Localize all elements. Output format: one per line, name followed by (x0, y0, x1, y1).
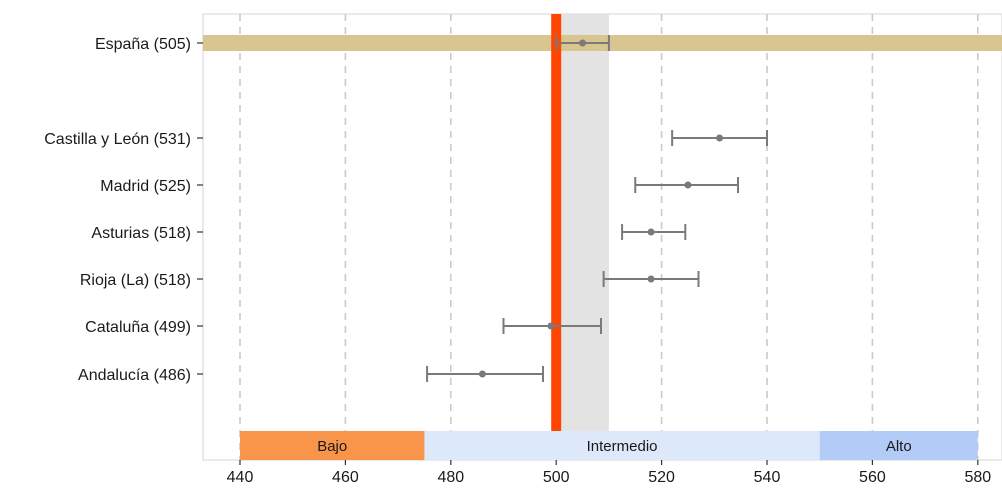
y-label-1: Castilla y León (531) (44, 131, 191, 148)
y-label-3: Asturias (518) (91, 225, 191, 242)
x-tick-label-3: 500 (543, 469, 570, 486)
reference-line (551, 14, 562, 460)
errorbar-0 (555, 35, 610, 51)
x-tick-label-2: 480 (437, 469, 464, 486)
y-label-2: Madrid (525) (100, 178, 191, 195)
x-tick-label-5: 540 (754, 469, 781, 486)
y-label-6: Andalucía (486) (78, 367, 191, 384)
y-axis-labels: España (505) Castilla y León (531) Madrid … (44, 36, 203, 384)
point-1 (716, 134, 724, 142)
x-axis: 440 460 480 500 520 540 560 580 (227, 460, 991, 486)
level-band-1 (424, 431, 820, 460)
level-band-2 (819, 431, 978, 460)
x-tick-label-7: 580 (964, 469, 991, 486)
errorbar-3 (621, 224, 687, 240)
x-tick-label-0: 440 (227, 469, 254, 486)
point-6 (478, 370, 486, 378)
level-label-1: Intermedio (587, 438, 658, 455)
y-label-5: Cataluña (499) (85, 319, 191, 336)
x-tick-label-6: 560 (859, 469, 886, 486)
y-label-0: España (505) (95, 36, 191, 53)
point-2 (684, 181, 692, 189)
point-3 (647, 228, 655, 236)
errorbar-6 (426, 366, 545, 382)
level-label-0: Bajo (317, 438, 347, 455)
x-tick-label-1: 460 (332, 469, 359, 486)
y-label-4: Rioja (La) (518) (80, 272, 191, 289)
level-label-2: Alto (886, 438, 912, 455)
errorbar-1 (671, 130, 768, 146)
errorbar-4 (602, 271, 700, 287)
errorbar-2 (634, 177, 740, 193)
point-0 (579, 39, 587, 47)
reference-band (556, 14, 609, 460)
level-bands: Bajo Intermedio Alto (240, 431, 978, 460)
level-band-0 (240, 431, 425, 460)
point-4 (647, 275, 655, 283)
errorbar-5 (502, 318, 602, 334)
point-5 (547, 322, 555, 330)
error-bars (426, 35, 768, 382)
x-tick-label-4: 520 (648, 469, 675, 486)
